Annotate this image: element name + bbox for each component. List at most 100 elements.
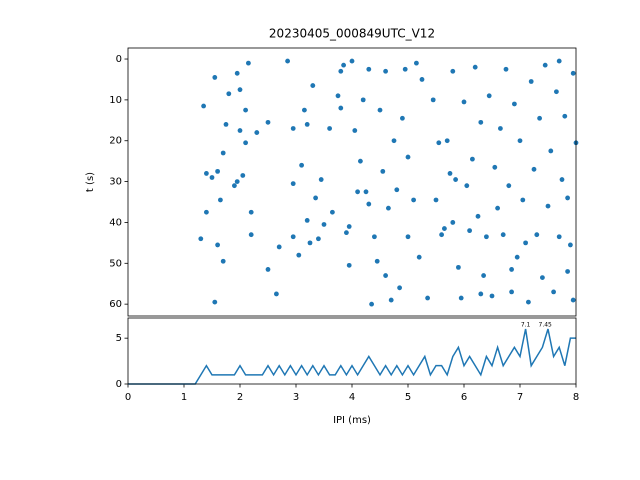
- y-tick-label: 5: [116, 333, 122, 344]
- scatter-point: [526, 299, 531, 305]
- scatter-point: [478, 119, 484, 125]
- x-tick-label: 6: [461, 392, 467, 403]
- scatter-point: [562, 113, 568, 119]
- y-tick-label: 10: [109, 95, 122, 106]
- scatter-point: [318, 177, 324, 182]
- scatter-point: [388, 297, 394, 303]
- scatter-point: [540, 275, 545, 280]
- scatter-point: [447, 171, 453, 176]
- scatter-point: [442, 226, 447, 231]
- scatter-point: [556, 58, 562, 64]
- x-tick-label: 1: [181, 392, 187, 403]
- scatter-point: [439, 232, 444, 238]
- scatter-point: [470, 156, 475, 162]
- scatter-point: [316, 236, 321, 242]
- scatter-point: [414, 60, 419, 66]
- y-axis-label: t (s): [85, 172, 96, 192]
- scatter-point: [444, 138, 450, 144]
- scatter-point: [556, 234, 562, 240]
- scatter-point: [360, 97, 366, 103]
- x-tick-label: 3: [293, 392, 299, 403]
- scatter-point: [248, 232, 254, 238]
- scatter-point: [201, 103, 207, 109]
- scatter-point: [545, 203, 551, 209]
- x-tick-label: 7: [517, 392, 523, 403]
- scatter-point: [570, 297, 576, 303]
- scatter-point: [489, 293, 495, 299]
- scatter-point: [450, 68, 456, 74]
- chart-title: 20230405_000849UTC_V12: [269, 27, 435, 41]
- scatter-point: [475, 213, 481, 219]
- scatter-point: [346, 262, 352, 268]
- scatter-point: [467, 228, 472, 234]
- scatter-point: [218, 197, 223, 203]
- scatter-point: [492, 164, 498, 170]
- scatter-point: [548, 148, 554, 154]
- scatter-point: [302, 107, 307, 113]
- y-tick-label: 40: [109, 217, 122, 228]
- x-tick-label: 5: [405, 392, 411, 403]
- scatter-point: [307, 240, 313, 246]
- scatter-point: [198, 236, 204, 242]
- scatter-point: [254, 130, 260, 135]
- scatter-point: [500, 232, 506, 238]
- scatter-point: [234, 179, 240, 184]
- scatter-point: [344, 230, 349, 236]
- scatter-point: [304, 218, 310, 223]
- scatter-point: [416, 254, 422, 260]
- scatter-point: [377, 107, 383, 113]
- x-tick-label: 8: [573, 392, 579, 403]
- x-tick-label: 4: [349, 392, 355, 403]
- scatter-point: [237, 87, 243, 93]
- y-tick-label: 30: [109, 177, 122, 188]
- scatter-point: [514, 254, 520, 260]
- scatter-point: [391, 138, 397, 144]
- scatter-point: [366, 66, 372, 72]
- scatter-point: [450, 220, 456, 225]
- scatter-point: [509, 289, 514, 295]
- scatter-point: [240, 173, 246, 178]
- scatter-point: [570, 70, 576, 76]
- scatter-point: [386, 205, 391, 211]
- scatter-point: [265, 119, 271, 125]
- scatter-point: [509, 267, 514, 272]
- x-tick-label: 2: [237, 392, 243, 403]
- scatter-point: [369, 301, 374, 307]
- scatter-point: [223, 121, 229, 127]
- scatter-point: [402, 66, 408, 72]
- scatter-point: [232, 183, 237, 189]
- peak-annotation: 7.45: [539, 322, 553, 329]
- scatter-point: [313, 195, 318, 201]
- scatter-point: [517, 138, 523, 144]
- y-tick-label: 50: [109, 258, 122, 269]
- scatter-point: [243, 107, 249, 113]
- y-tick-label: 20: [109, 136, 122, 147]
- scatter-point: [304, 121, 310, 127]
- scatter-point: [528, 79, 534, 84]
- scatter-point: [338, 68, 344, 74]
- scatter-point: [220, 150, 226, 156]
- scatter-point: [534, 232, 540, 238]
- scatter-point: [531, 166, 537, 172]
- scatter-point: [472, 64, 478, 70]
- scatter-point: [274, 291, 279, 297]
- scatter-point: [212, 75, 218, 80]
- scatter-point: [478, 291, 484, 297]
- scatter-point: [520, 197, 526, 203]
- scatter-point: [551, 289, 556, 295]
- scatter-point: [383, 68, 388, 74]
- scatter-point: [358, 158, 363, 164]
- scatter-point: [363, 189, 369, 195]
- scatter-point: [397, 285, 402, 291]
- scatter-point: [237, 128, 243, 133]
- scatter-point: [537, 115, 542, 121]
- scatter-point: [290, 126, 296, 131]
- scatter-point: [299, 162, 304, 168]
- scatter-point: [568, 242, 573, 248]
- scatter-point: [338, 105, 344, 111]
- y-tick-label: 60: [109, 299, 122, 310]
- scatter-point: [243, 140, 249, 146]
- scatter-point: [495, 205, 500, 211]
- scatter-point: [366, 201, 372, 207]
